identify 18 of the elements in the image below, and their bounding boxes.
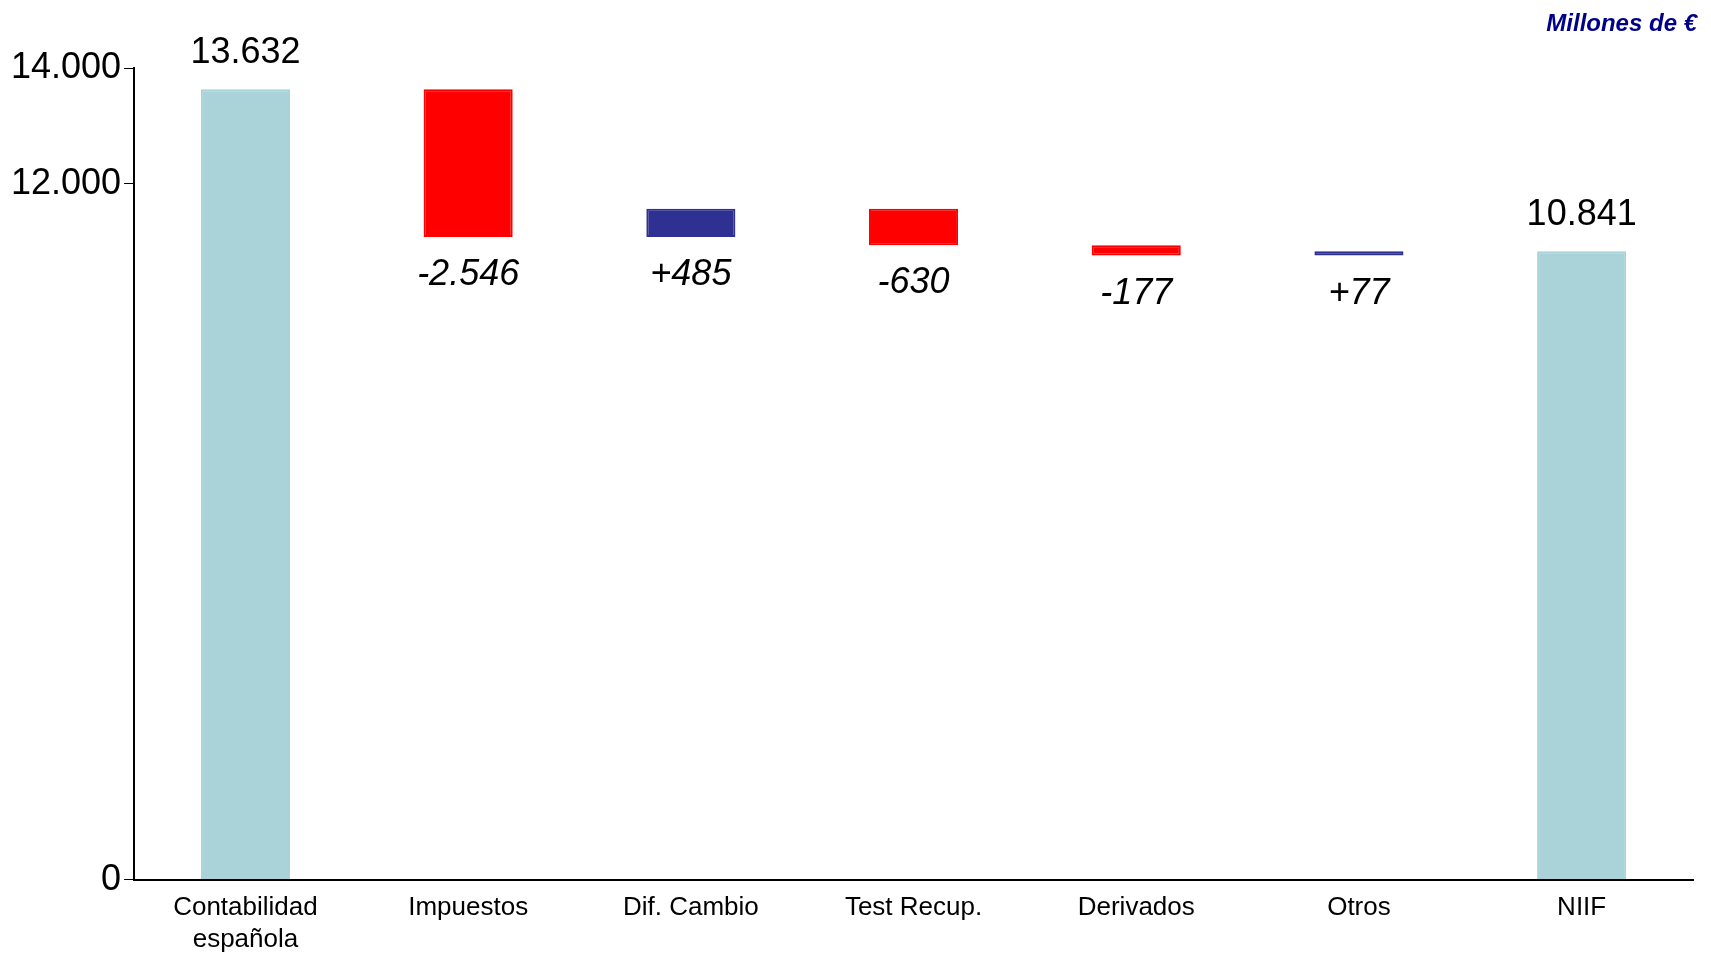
x-tick-label: Derivados — [1077, 891, 1195, 922]
data-label: 10.841 — [1526, 192, 1637, 234]
data-label: 13.632 — [190, 30, 301, 72]
x-tick-label: Impuestos — [408, 891, 529, 922]
data-label: +77 — [1328, 270, 1392, 312]
data-label: +485 — [650, 251, 733, 293]
x-tick-label: Test Recup. — [844, 891, 983, 922]
y-tick-label: 14.000 — [11, 44, 122, 86]
y-tick-label: 0 — [101, 856, 122, 898]
text: Millones de € — [1546, 8, 1699, 36]
data-label: -2.546 — [417, 251, 521, 293]
data-label: -177 — [1100, 270, 1175, 312]
x-tick-label: Contabilidad española — [173, 891, 318, 953]
x-tick-label: NIIF — [1557, 891, 1607, 922]
y-tick-label: 12.000 — [11, 160, 122, 202]
x-tick-label: Otros — [1327, 891, 1391, 922]
x-tick-label: Dif. Cambio — [622, 891, 759, 922]
data-label: -630 — [877, 260, 950, 302]
